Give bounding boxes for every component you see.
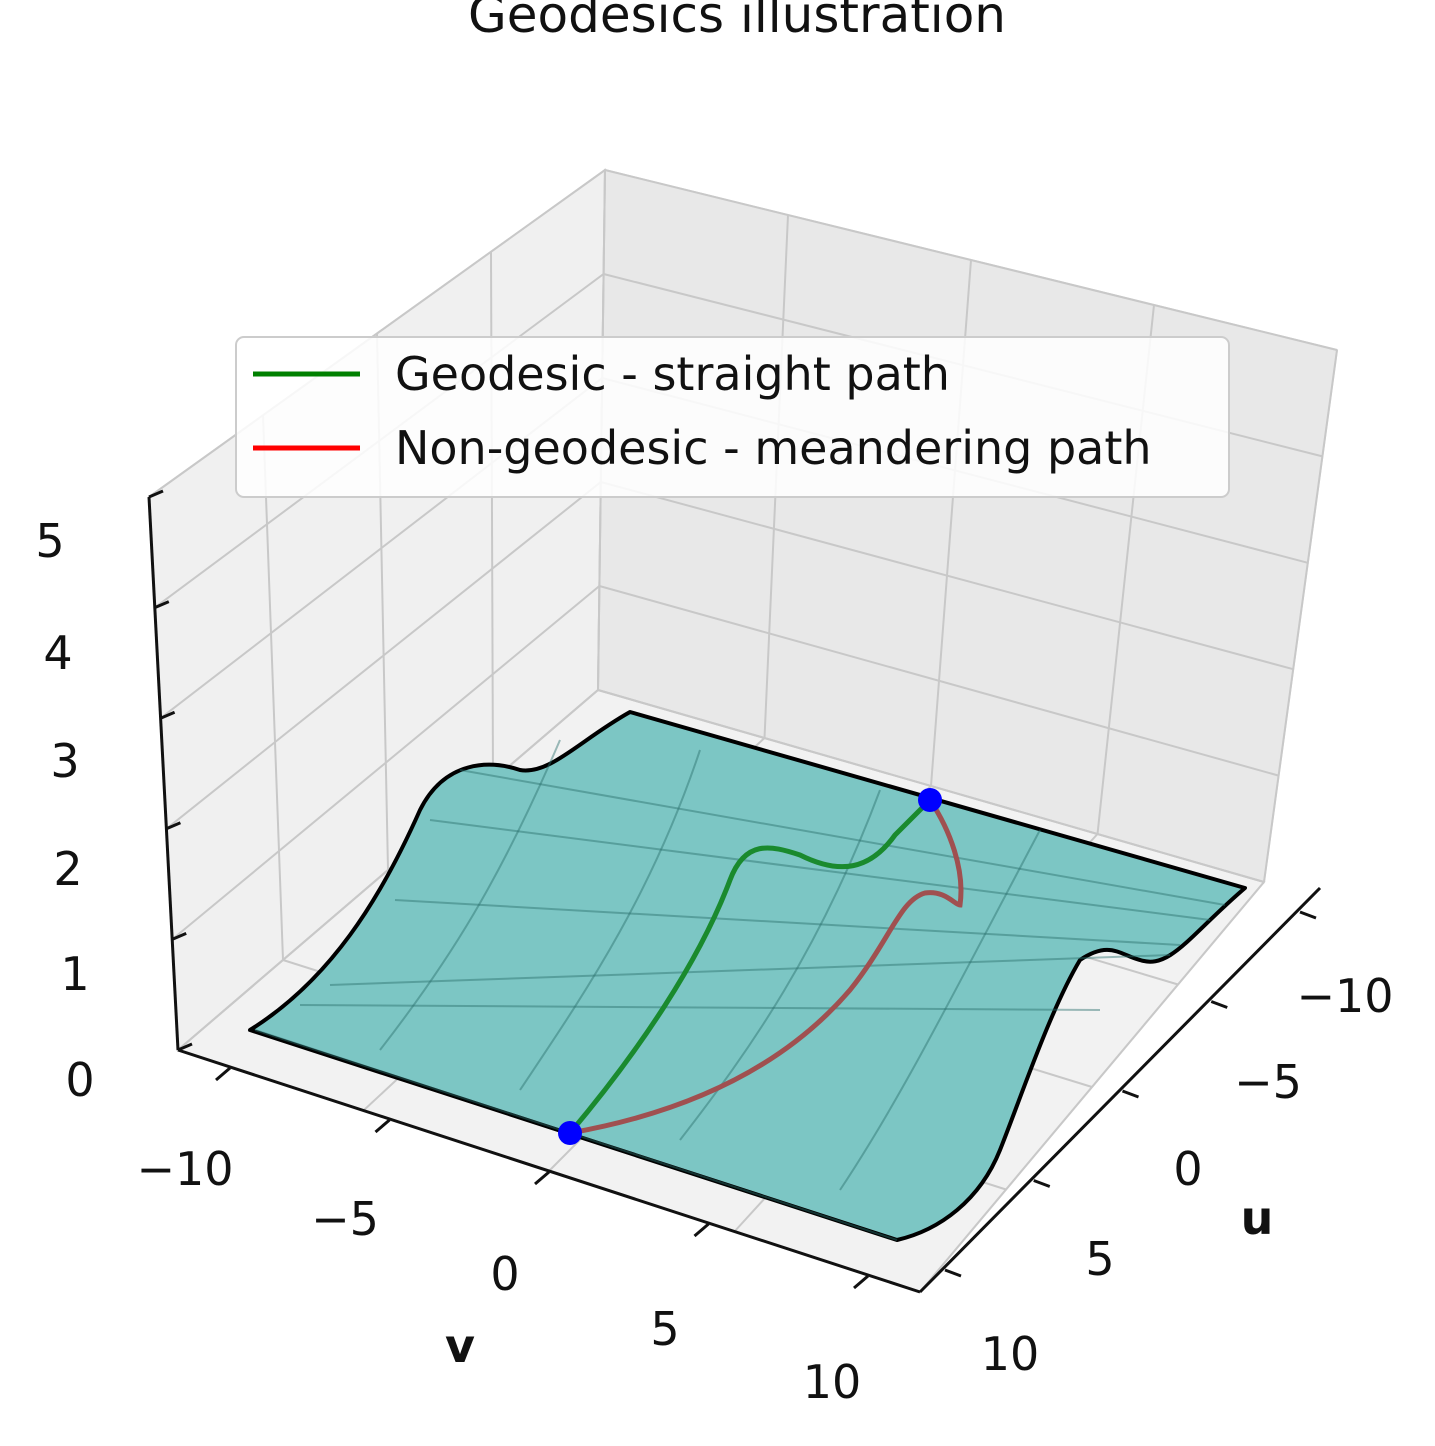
u-axis-ticks: −10 −5 0 5 10 <box>944 910 1394 1381</box>
legend-label-geodesic: Geodesic - straight path <box>395 347 950 401</box>
non-geodesic-path <box>569 798 964 1136</box>
v-tick-mark <box>374 1118 391 1134</box>
legend-box <box>235 336 1230 498</box>
z-tick-mark <box>165 821 181 831</box>
z-tick-label: 2 <box>53 842 82 896</box>
surface-wire <box>299 1004 1101 1011</box>
z-tick-label: 4 <box>43 626 72 680</box>
legend: Geodesic - straight path Non-geodesic - … <box>235 336 1230 498</box>
v-axis-line <box>177 1048 921 1294</box>
z-axis-ticks: 0 1 2 3 4 5 <box>35 489 193 1107</box>
grid-line <box>919 881 1265 1293</box>
z-tick-mark <box>160 710 176 720</box>
v-tick-label: 0 <box>490 1247 519 1301</box>
u-tick-mark <box>1299 910 1317 920</box>
surface-wire <box>429 819 1211 921</box>
surface-wire <box>519 749 701 1091</box>
u-tick-label: −10 <box>1296 969 1393 1023</box>
u-tick-label: 10 <box>981 1327 1040 1381</box>
u-tick-label: 5 <box>1085 1232 1114 1286</box>
geodesic-path <box>568 798 932 1135</box>
z-tick-label: 0 <box>65 1053 94 1107</box>
u-tick-mark <box>944 1268 962 1278</box>
v-tick-mark <box>215 1066 231 1082</box>
z-tick-mark <box>171 932 187 941</box>
u-tick-mark <box>1210 1000 1228 1009</box>
end-point-marker <box>918 788 942 812</box>
surface-wire <box>459 769 1226 906</box>
grid-line <box>171 584 1279 941</box>
surface <box>248 710 1247 1242</box>
surface-wire <box>839 829 1041 1191</box>
surface-wire <box>679 789 881 1141</box>
u-tick-mark <box>1121 1089 1140 1099</box>
z-tick-mark <box>154 600 170 609</box>
v-tick-label: −5 <box>311 1192 379 1246</box>
z-tick-label: 5 <box>35 514 64 568</box>
z-axis-line <box>147 496 180 1051</box>
v-tick-mark <box>853 1274 869 1290</box>
z-tick-mark <box>148 489 164 499</box>
grid-line <box>177 688 1265 1051</box>
z-tick-label: 1 <box>60 947 89 1001</box>
start-point-marker <box>558 1121 582 1145</box>
u-axis-label: u <box>1241 1191 1274 1245</box>
grid-line <box>262 415 284 961</box>
v-tick-label: 5 <box>650 1302 679 1356</box>
surface-wire <box>379 739 561 1051</box>
legend-label-non-geodesic: Non-geodesic - meandering path <box>395 421 1152 475</box>
surface-wire <box>394 899 1181 946</box>
chart-title: Geodesics illustration <box>468 0 1006 44</box>
v-tick-mark <box>693 1222 710 1238</box>
z-tick-mark <box>177 1042 193 1052</box>
v-tick-label: 10 <box>803 1355 862 1409</box>
v-axis-label: v <box>445 1319 475 1373</box>
u-tick-label: 0 <box>1173 1142 1202 1196</box>
grid-line <box>1263 349 1338 883</box>
u-tick-label: −5 <box>1234 1055 1302 1109</box>
u-axis-line <box>918 886 1322 1294</box>
v-tick-mark <box>534 1170 550 1186</box>
v-axis-ticks: −10 −5 0 5 10 <box>136 1066 869 1409</box>
surface-wire <box>329 954 1171 986</box>
z-tick-label: 3 <box>50 734 79 788</box>
v-tick-label: −10 <box>136 1142 233 1196</box>
u-tick-mark <box>1033 1179 1051 1188</box>
